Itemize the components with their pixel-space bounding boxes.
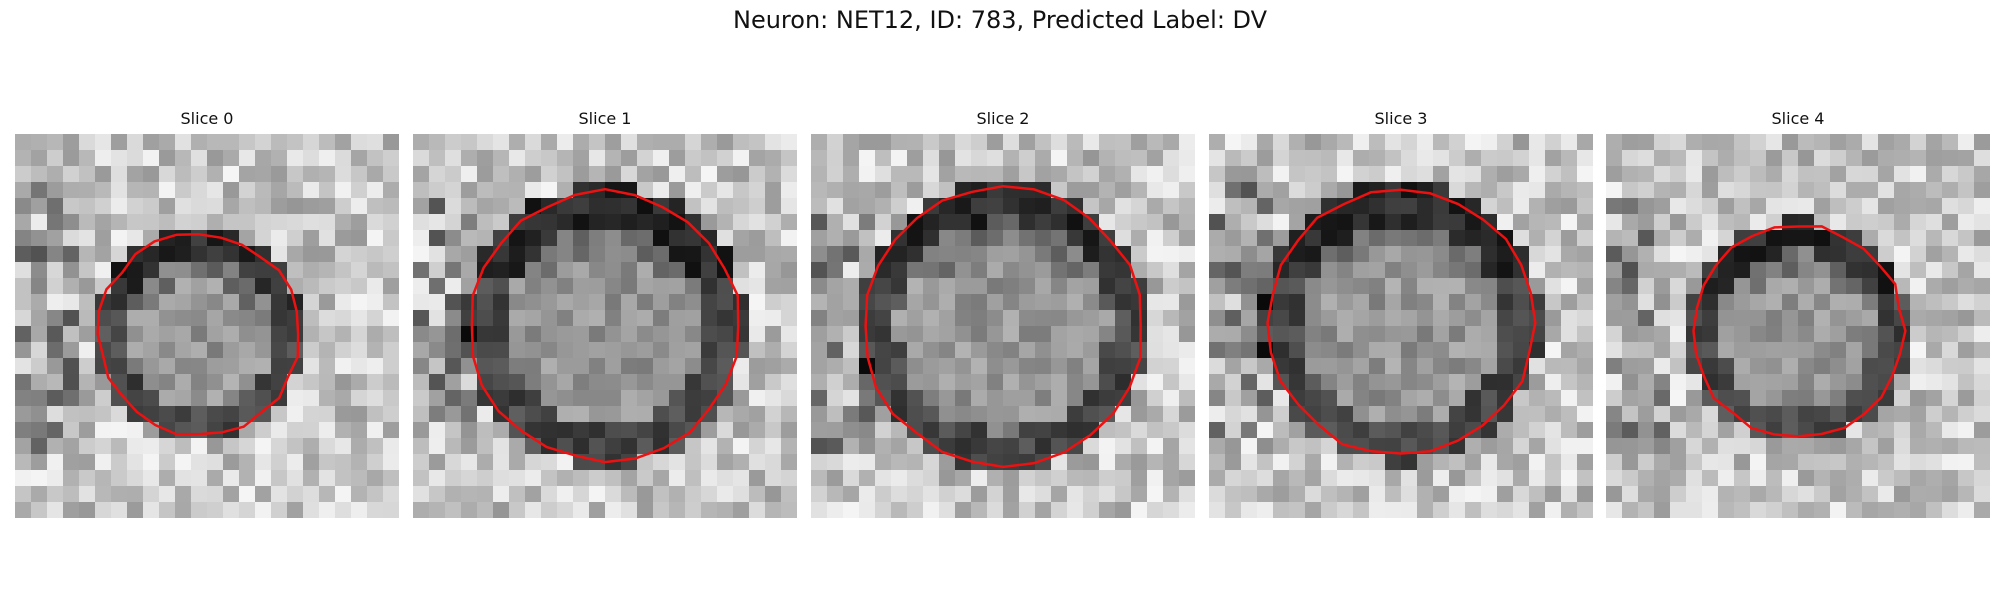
slice-image [15,134,399,518]
figure-title: Neuron: NET12, ID: 783, Predicted Label:… [0,6,2000,34]
slice-title: Slice 1 [413,107,797,131]
slice-title: Slice 0 [15,107,399,131]
slice-panel-3: Slice 3 [1209,107,1593,518]
slice-panel-4: Slice 4 [1606,107,1990,518]
slice-title: Slice 3 [1209,107,1593,131]
slice-panel-0: Slice 0 [15,107,399,518]
slice-panel-2: Slice 2 [811,107,1195,518]
slice-image [1606,134,1990,518]
slice-image [1209,134,1593,518]
slice-panel-1: Slice 1 [413,107,797,518]
slice-image [811,134,1195,518]
slice-image [413,134,797,518]
slice-title: Slice 2 [811,107,1195,131]
slice-title: Slice 4 [1606,107,1990,131]
